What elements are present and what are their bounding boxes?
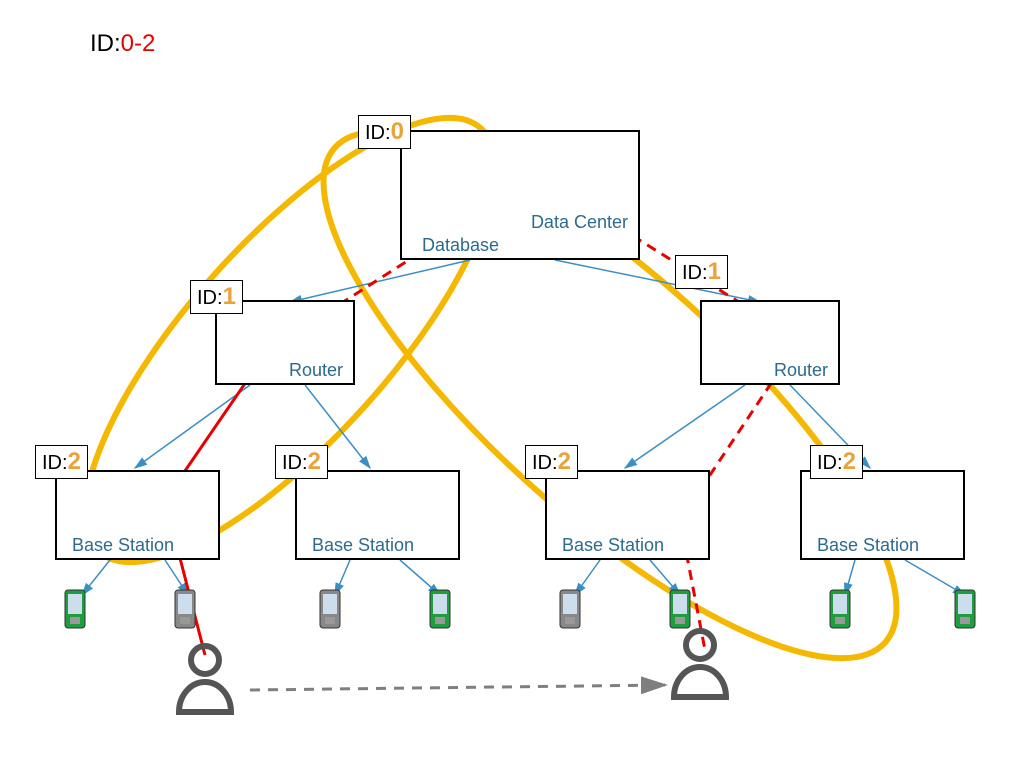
id-prefix: ID:	[365, 122, 391, 144]
router-box-right: Router	[700, 300, 840, 385]
id-num: 1	[223, 283, 236, 310]
base-station-box: Base Station	[55, 470, 220, 560]
bs-id: ID:2	[810, 445, 863, 479]
base-station-box: Base Station	[295, 470, 460, 560]
bs-id: ID:2	[525, 445, 578, 479]
router-label: Router	[289, 360, 343, 381]
bs-label: Base Station	[562, 535, 664, 556]
bs-id: ID:2	[35, 445, 88, 479]
diagram-svg: cache	[0, 0, 1024, 768]
bs-label: Base Station	[312, 535, 414, 556]
id-num: 0	[391, 118, 404, 145]
id-prefix: ID:	[197, 287, 223, 309]
id-num: 1	[708, 258, 721, 285]
datacenter-id: ID:0	[358, 115, 411, 149]
database-label: Database	[422, 235, 499, 256]
router-label: Router	[774, 360, 828, 381]
id-prefix: ID:	[682, 262, 708, 284]
bs-id: ID:2	[275, 445, 328, 479]
datacenter-label: Data Center	[531, 212, 628, 233]
base-station-box: Base Station	[545, 470, 710, 560]
user-movement-arrow	[250, 685, 665, 690]
bs-label: Base Station	[72, 535, 174, 556]
datacenter-box: Database Data Center	[400, 130, 640, 260]
router-right-id: ID:1	[675, 255, 728, 289]
router-left-id: ID:1	[190, 280, 243, 314]
base-station-box: Base Station	[800, 470, 965, 560]
bs-label: Base Station	[817, 535, 919, 556]
